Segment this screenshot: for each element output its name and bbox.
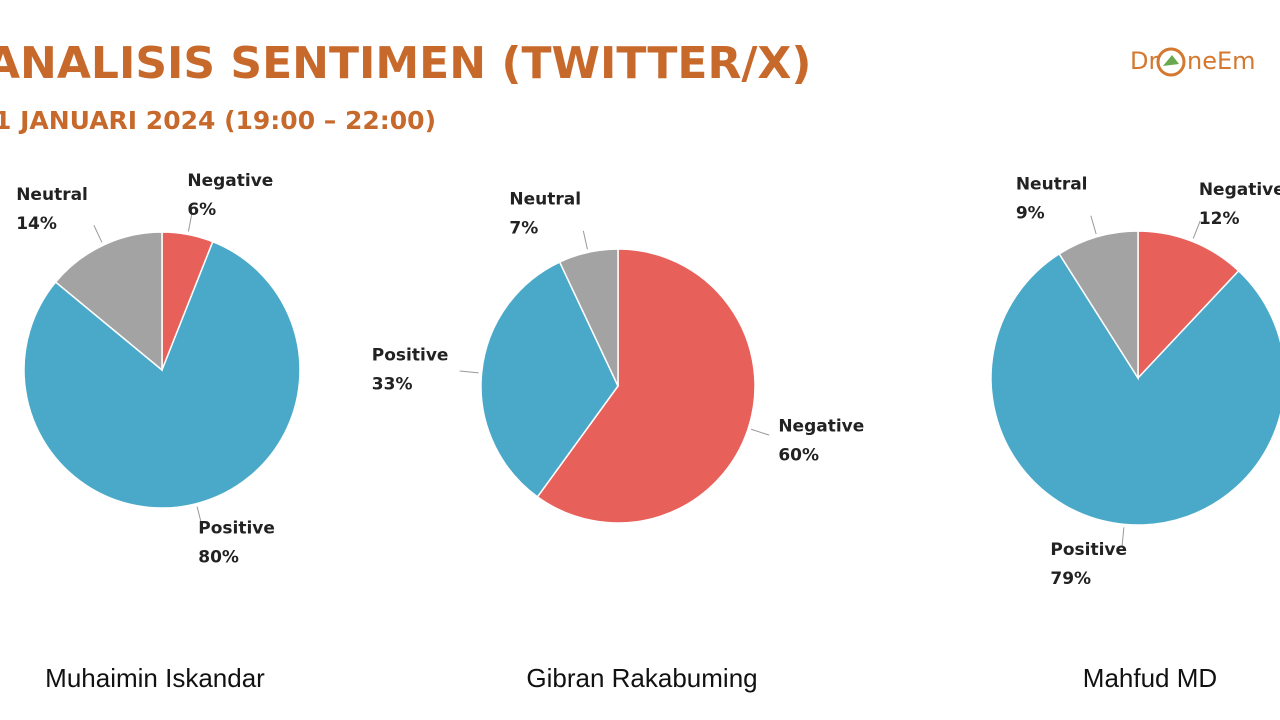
slice-label: Neutral <box>509 189 581 209</box>
slice-label: Positive <box>198 518 275 538</box>
slice-label: Negative <box>778 417 864 437</box>
slice-value-label: 79% <box>1050 569 1091 589</box>
leader-line <box>1121 527 1125 547</box>
leader-line <box>459 370 479 374</box>
slice-value-label: 9% <box>1016 203 1045 223</box>
slide-title: ANALISIS SENTIMEN (TWITTER/X) <box>0 38 811 89</box>
leader-line <box>750 428 770 436</box>
leader-line <box>1090 215 1097 235</box>
slice-label: Positive <box>1050 540 1127 560</box>
slice-label: Negative <box>1199 180 1280 200</box>
leader-line <box>196 506 203 526</box>
pie-slice <box>1058 230 1139 381</box>
slide-subtitle: 1 JANUARI 2024 (19:00 – 22:00) <box>0 106 436 135</box>
pie-slice <box>480 261 619 498</box>
slice-value-label: 12% <box>1199 209 1240 229</box>
logo-icon <box>1156 47 1186 77</box>
leader-line <box>187 212 193 232</box>
slice-value-label: 33% <box>372 374 413 394</box>
slice-label: Neutral <box>1016 174 1088 194</box>
leader-line <box>1192 220 1201 239</box>
logo-text: Dr <box>1130 47 1158 75</box>
slice-value-label: 6% <box>187 200 216 220</box>
chart-title: Mahfud MD <box>1083 663 1217 693</box>
slice-value-label: 14% <box>16 214 57 234</box>
logo-text: neEm <box>1187 47 1256 75</box>
slice-label: Positive <box>372 345 449 365</box>
pie-chart: Negative 6% Positive 80% Neutral 14% Muhaimin … <box>16 171 301 693</box>
leader-line <box>582 230 588 250</box>
logo-icon <box>1163 55 1179 66</box>
chart-title: Gibran Rakabuming <box>526 663 757 693</box>
leader-line <box>93 225 103 243</box>
pie-slice <box>558 248 619 387</box>
pie-slice <box>990 252 1280 526</box>
slice-label: Neutral <box>16 185 88 205</box>
pie-slice <box>23 240 301 509</box>
pie-slice <box>54 231 163 372</box>
pie-chart: Negative 12% Positive 79% Neutral 9% Mahfud MD <box>990 174 1280 693</box>
slice-value-label: 80% <box>198 547 239 567</box>
slice-label: Negative <box>187 171 273 191</box>
chart-title: Muhaimin Iskandar <box>45 663 265 693</box>
slice-value-label: 7% <box>509 218 538 238</box>
pie-slice <box>536 248 756 524</box>
slice-value-label: 60% <box>778 446 819 466</box>
logo: Dr neEm <box>1130 47 1256 77</box>
pie-slice <box>1137 230 1240 380</box>
pie-chart: Negative 60% Positive 33% Neutral 7% Gibran Ra… <box>372 189 865 693</box>
